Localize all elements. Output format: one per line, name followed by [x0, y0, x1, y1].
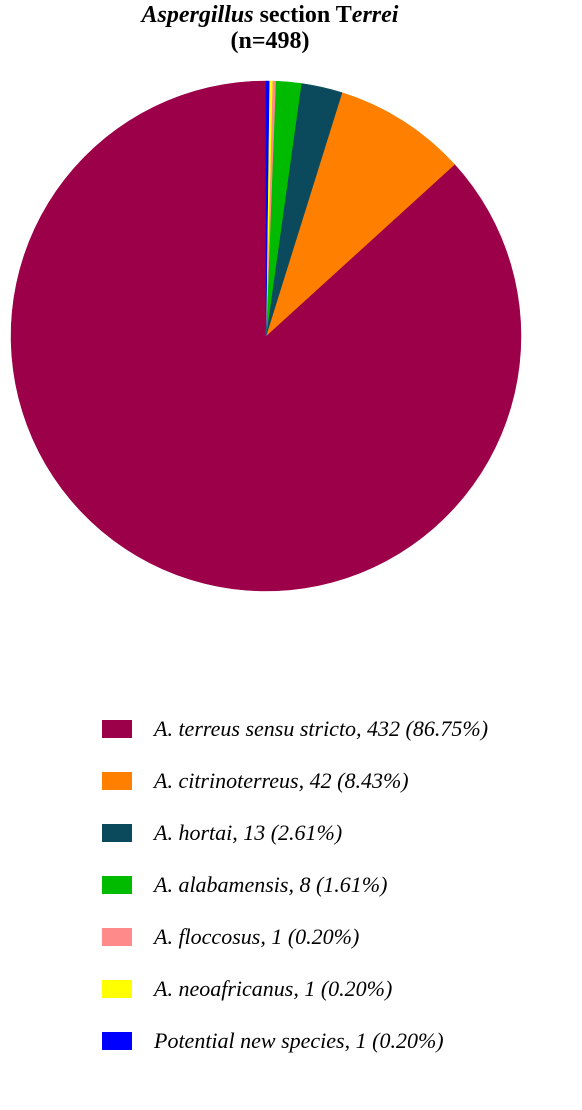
title-n-line: (n=498)	[230, 28, 310, 54]
title-line-1: Aspergillus section Terrei	[141, 2, 399, 28]
legend-swatch	[102, 875, 132, 894]
legend-label: A. floccosus, 1 (0.20%)	[154, 923, 360, 949]
title-section-name-rest: errei	[351, 2, 399, 28]
legend-item: A. floccosus, 1 (0.20%)	[102, 924, 488, 949]
legend-label: Potential new species, 1 (0.20%)	[154, 1027, 444, 1053]
legend-item: A. terreus sensu stricto, 432 (86.75%)	[102, 716, 488, 741]
legend-item: Potential new species, 1 (0.20%)	[102, 1028, 488, 1053]
pie-slice	[265, 80, 270, 337]
legend-swatch	[102, 1031, 132, 1050]
legend-label: A. citrinoterreus, 42 (8.43%)	[154, 767, 409, 793]
pie-slice	[265, 92, 455, 337]
legend-item: A. alabamensis, 8 (1.61%)	[102, 872, 488, 897]
legend-swatch	[102, 823, 132, 842]
legend: A. terreus sensu stricto, 432 (86.75%) A…	[102, 716, 488, 1080]
pie-chart	[10, 80, 522, 592]
pie-slice	[10, 80, 522, 592]
title-section-word: section	[259, 2, 331, 28]
legend-swatch	[102, 979, 132, 998]
legend-item: A. hortai, 13 (2.61%)	[102, 820, 488, 845]
legend-label: A. terreus sensu stricto, 432 (86.75%)	[154, 715, 489, 741]
legend-item: A. neoafricanus, 1 (0.20%)	[102, 976, 488, 1001]
legend-swatch	[102, 719, 132, 738]
title-genus: Aspergillus	[141, 2, 254, 28]
chart-title: Aspergillus section Terrei (n=498)	[0, 2, 540, 54]
legend-swatch	[102, 927, 132, 946]
legend-label: A. neoafricanus, 1 (0.20%)	[154, 975, 393, 1001]
legend-swatch	[102, 771, 132, 790]
legend-item: A. citrinoterreus, 42 (8.43%)	[102, 768, 488, 793]
legend-label: A. hortai, 13 (2.61%)	[154, 819, 343, 845]
legend-label: A. alabamensis, 8 (1.61%)	[154, 871, 388, 897]
